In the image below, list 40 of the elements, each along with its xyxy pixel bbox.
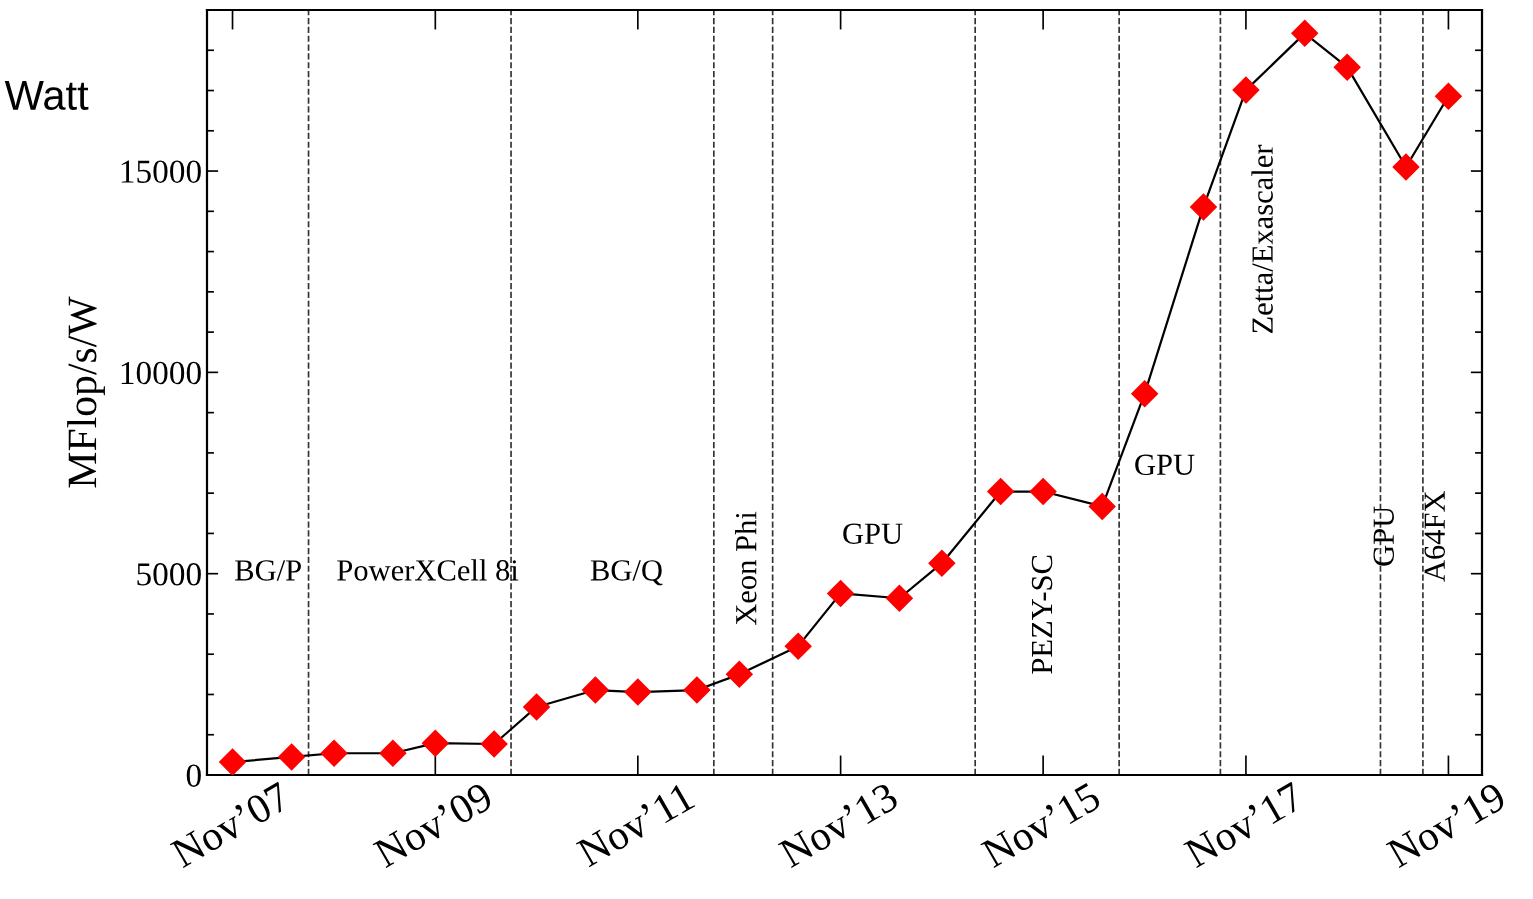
point bbox=[987, 478, 1015, 506]
point bbox=[928, 549, 956, 577]
y-tick-label: 5000 bbox=[137, 563, 201, 586]
point bbox=[1131, 380, 1159, 408]
annotation: Zetta/Exascaler bbox=[1251, 144, 1273, 334]
point bbox=[1029, 478, 1057, 506]
point bbox=[1232, 76, 1260, 104]
y-tick-label: 10000 bbox=[121, 361, 201, 385]
point bbox=[1392, 153, 1420, 181]
point bbox=[1291, 19, 1319, 47]
y-tick-label: 15000 bbox=[121, 160, 201, 183]
annotation: Xeon Phi bbox=[735, 511, 757, 626]
point bbox=[1088, 492, 1116, 520]
annotation: GPU bbox=[1373, 506, 1395, 566]
point bbox=[725, 660, 753, 688]
annotation: BG/P bbox=[235, 560, 301, 581]
point bbox=[219, 748, 246, 775]
point bbox=[683, 676, 711, 704]
point bbox=[278, 743, 306, 771]
annotation: GPU bbox=[1135, 454, 1195, 476]
point bbox=[421, 729, 449, 757]
annotation: GPU bbox=[843, 523, 903, 544]
point bbox=[827, 579, 855, 607]
point bbox=[1434, 82, 1462, 110]
annotation: A64FX bbox=[1424, 491, 1446, 582]
point bbox=[1190, 193, 1217, 221]
point bbox=[624, 678, 652, 706]
point bbox=[523, 693, 551, 721]
point bbox=[379, 739, 407, 767]
point bbox=[784, 632, 812, 660]
y-axis-title: MFlop/s/W bbox=[67, 296, 105, 488]
point bbox=[1333, 53, 1361, 81]
point bbox=[581, 676, 609, 704]
text: Watt bbox=[4, 81, 89, 111]
annotation: BG/Q bbox=[590, 560, 663, 586]
point bbox=[320, 739, 348, 767]
point bbox=[480, 730, 508, 758]
annotation: PowerXCell 8i bbox=[337, 559, 519, 581]
point bbox=[885, 584, 913, 612]
annotation: PEZY-SC bbox=[1031, 555, 1053, 674]
